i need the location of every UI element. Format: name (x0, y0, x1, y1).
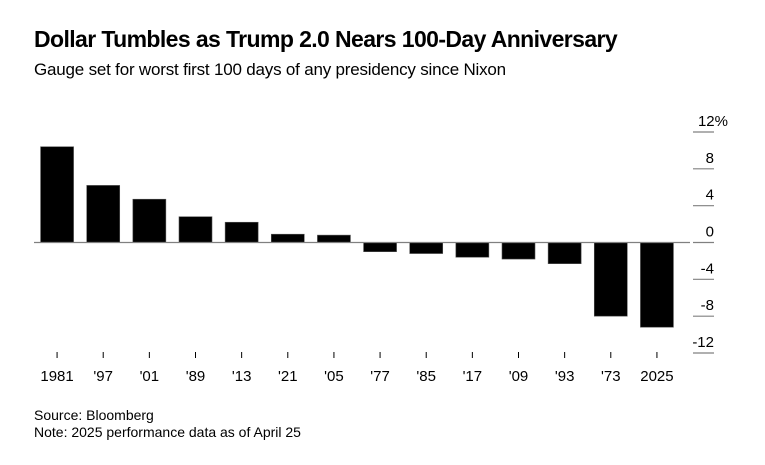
x-tick-label: '01 (140, 368, 160, 385)
bar-89 (178, 216, 213, 243)
bar-85 (409, 242, 444, 254)
x-tick-label: 1981 (40, 368, 73, 385)
bar-05 (317, 234, 351, 243)
bar-2025 (640, 242, 674, 328)
x-tick-label: '85 (416, 368, 436, 385)
y-tick-label: 12% (698, 113, 728, 130)
x-tick-label: '73 (601, 368, 621, 385)
bar-17 (455, 242, 490, 258)
x-tick-label: '97 (93, 368, 113, 385)
y-tick-label: -12 (692, 334, 714, 351)
bar-73 (593, 242, 628, 317)
y-tick-label: 8 (706, 150, 714, 167)
bar-1981 (40, 146, 74, 243)
chart-title: Dollar Tumbles as Trump 2.0 Nears 100-Da… (34, 26, 618, 52)
x-tick-label: '09 (509, 368, 529, 385)
source-note: Source: Bloomberg (34, 407, 154, 423)
x-tick-label: '21 (278, 368, 298, 385)
y-tick-label: 4 (706, 187, 714, 204)
y-tick-label: 0 (706, 224, 714, 241)
x-tick-label: '93 (555, 368, 575, 385)
bar-77 (363, 242, 397, 253)
chart-footer: Source: Bloomberg Note: 2025 performance… (34, 407, 301, 441)
data-note: Note: 2025 performance data as of April … (34, 424, 301, 440)
bar-13 (224, 221, 259, 243)
bar-01 (132, 198, 167, 243)
bar-21 (270, 233, 305, 243)
x-tick-label: '05 (324, 368, 344, 385)
x-axis: 1981 '97 '01 '89 '13 '21 '05 '77 '85 '17 '09 '93 '73… (40, 352, 674, 385)
x-tick-label: '89 (186, 368, 206, 385)
y-tick-label: -4 (701, 260, 714, 277)
x-tick-label: 2025 (640, 368, 673, 385)
bar-09 (501, 242, 536, 260)
x-tick-label: '17 (463, 368, 483, 385)
y-tick-label: -8 (701, 297, 714, 314)
x-tick-label: '13 (232, 368, 252, 385)
y-axis: 12% 8 4 0 -4 -8 -12 (692, 113, 728, 354)
bars-group (40, 146, 674, 328)
bar-93 (547, 242, 582, 264)
x-tick-label: '77 (370, 368, 390, 385)
chart-subtitle: Gauge set for worst first 100 days of an… (34, 60, 506, 79)
bar-97 (86, 185, 121, 243)
